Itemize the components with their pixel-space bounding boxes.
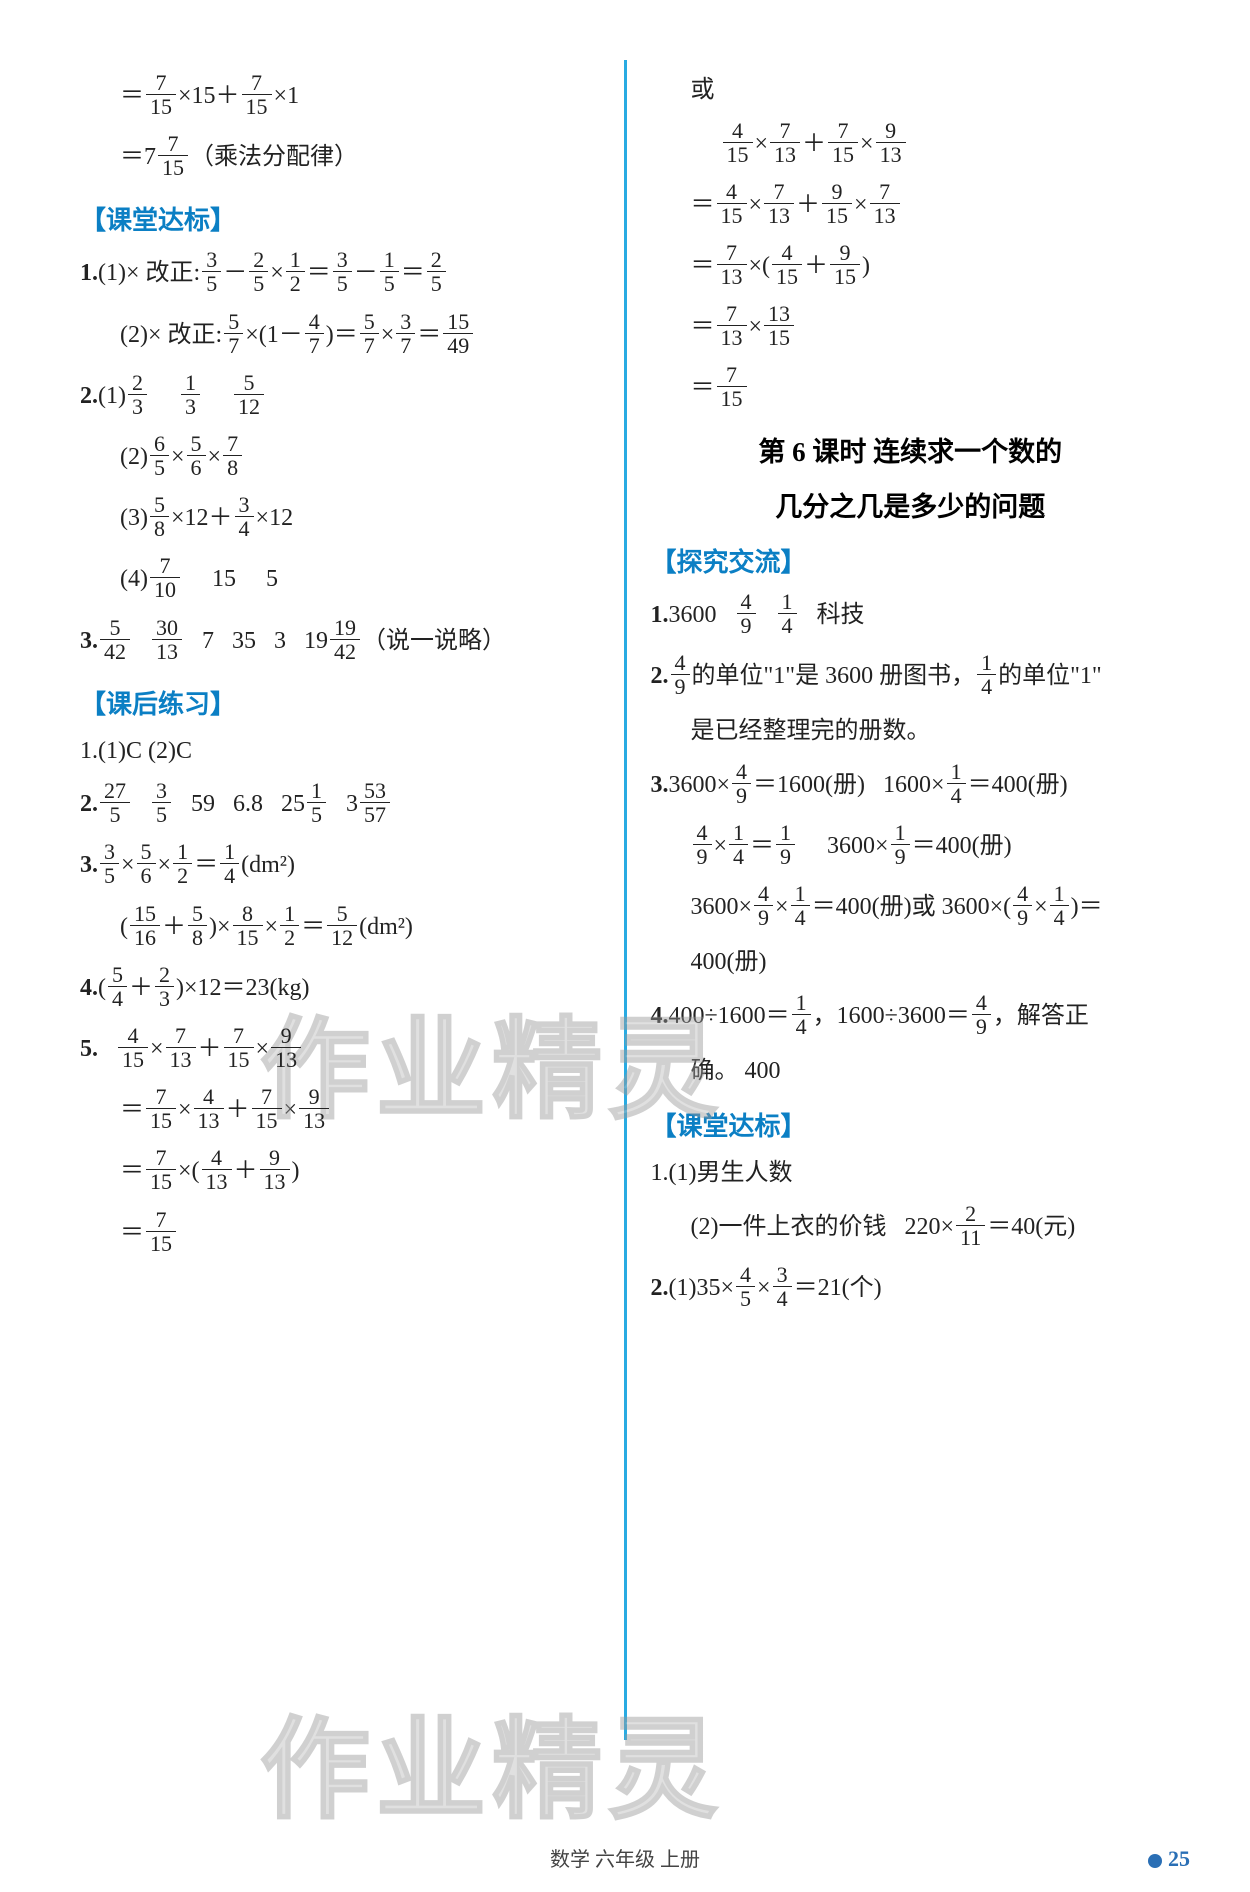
- text-line: 或: [651, 74, 1171, 108]
- problem-line: (2)65×56×78: [80, 435, 600, 482]
- problem-line: 3.35×56×12＝14(dm²): [80, 843, 600, 890]
- lesson-title: 第 6 课时 连续求一个数的: [651, 430, 1171, 469]
- problem-line: 3.3600×49＝1600(册)1600×14＝400(册): [651, 763, 1171, 810]
- problem-line: ＝715×413＋715×913: [80, 1088, 600, 1135]
- section-heading: 【探究交流】: [651, 542, 1171, 579]
- eq-line: ＝713×1315: [651, 305, 1171, 352]
- problem-line: 1.36004914科技: [651, 593, 1171, 640]
- problem-line: 1.(1)C (2)C: [80, 735, 600, 769]
- column-divider: [624, 60, 627, 1740]
- eq-line: ＝715: [651, 366, 1171, 413]
- eq-line: 415×713＋715×913: [651, 122, 1171, 169]
- problem-line: ＝715×(413＋913): [80, 1149, 600, 1196]
- eq-line: ＝715×15＋715×1: [80, 74, 600, 121]
- left-column: ＝715×15＋715×1 ＝7715（乘法分配律） 【课堂达标】 1.(1)×…: [60, 60, 620, 1852]
- problem-line: (2)× 改正:57×(1－47)＝57×37＝1549: [80, 313, 600, 360]
- right-column: 或 415×713＋715×913 ＝415×713＋915×713 ＝713×…: [631, 60, 1191, 1852]
- problem-line: 是已经整理完的册数。: [651, 715, 1171, 749]
- eq-line: ＝713×(415＋915): [651, 244, 1171, 291]
- lesson-subtitle: 几分之几是多少的问题: [651, 485, 1171, 524]
- problem-line: 49×14＝193600×19＝400(册): [651, 824, 1171, 871]
- problem-line: 1.(1)× 改正:35－25×12＝35－15＝25: [80, 251, 600, 298]
- problem-line: 确。 400: [651, 1055, 1171, 1089]
- problem-line: (3)58×12＋34×12: [80, 496, 600, 543]
- problem-line: 2.27535596.8251535357: [80, 782, 600, 829]
- problem-line: 1.(1)男生人数: [651, 1157, 1171, 1191]
- page-number: 25: [1148, 1846, 1190, 1872]
- problem-line: 2.(1)35×45×34＝21(个): [651, 1266, 1171, 1313]
- problem-line: (2)一件上衣的价钱220×211＝40(元): [651, 1205, 1171, 1252]
- eq-line: ＝7715（乘法分配律）: [80, 135, 600, 182]
- problem-line: 3.54230137353191942（说一说略）: [80, 619, 600, 666]
- page-footer: 数学 六年级 上册: [0, 1843, 1250, 1872]
- problem-line: 400(册): [651, 946, 1171, 980]
- section-heading: 【课堂达标】: [651, 1106, 1171, 1143]
- section-heading: 【课后练习】: [80, 684, 600, 721]
- problem-line: 2.49的单位"1"是 3600 册图书，14的单位"1": [651, 654, 1171, 701]
- problem-line: 4.400÷1600＝14，1600÷3600＝49，解答正: [651, 994, 1171, 1041]
- problem-line: (1516＋58)×815×12＝512(dm²): [80, 905, 600, 952]
- problem-line: 2.(1)2313512: [80, 374, 600, 421]
- problem-line: (4)710155: [80, 557, 600, 604]
- problem-line: 3600×49×14＝400(册)或 3600×(49×14)＝: [651, 885, 1171, 932]
- eq-line: ＝415×713＋915×713: [651, 183, 1171, 230]
- problem-line: ＝715: [80, 1211, 600, 1258]
- section-heading: 【课堂达标】: [80, 200, 600, 237]
- problem-line: 4.(54＋23)×12＝23(kg): [80, 966, 600, 1013]
- problem-line: 5.415×713＋715×913: [80, 1027, 600, 1074]
